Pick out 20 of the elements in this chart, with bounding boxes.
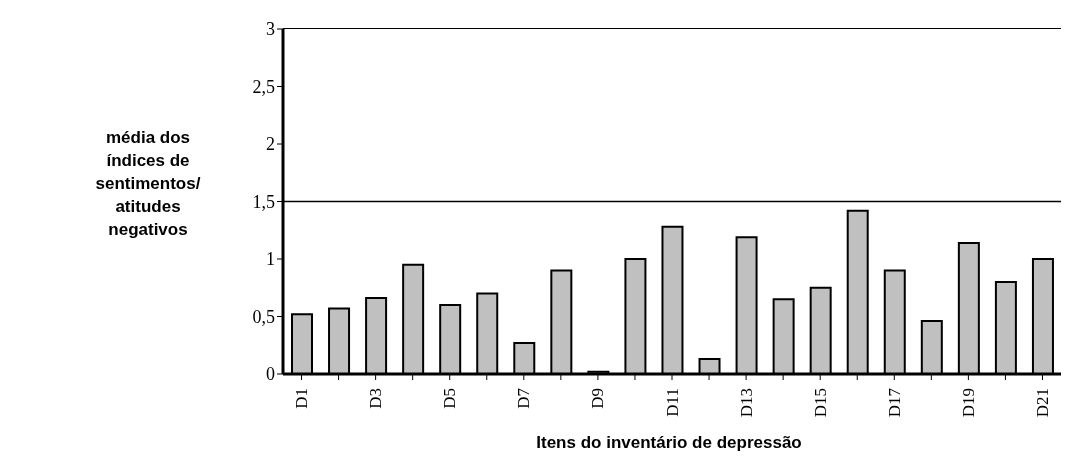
x-tick-label: D17 [884, 387, 904, 418]
x-tick-label: D13 [736, 388, 756, 418]
y-tick-label: 3 [266, 19, 275, 40]
y-axis-title: média dos índices de sentimentos/ atitudes negativos [94, 127, 202, 241]
y-tick-label: 2 [266, 134, 275, 155]
y-tick-label: 2,5 [252, 76, 275, 97]
x-tick-label: D7 [514, 387, 534, 409]
y-tick-label: 1 [266, 249, 275, 270]
y-tick-label: 0 [266, 364, 275, 385]
x-tick-label: D5 [440, 388, 460, 409]
x-tick-label: D11 [662, 388, 682, 417]
x-tick-label: D9 [588, 388, 608, 409]
x-tick-label: D15 [810, 388, 830, 418]
x-tick-label: D3 [366, 388, 386, 409]
x-tick-label: D19 [958, 388, 978, 418]
x-tick-label: D21 [1032, 388, 1052, 418]
x-axis-title: Itens do inventário de depressão [535, 433, 803, 453]
y-tick-label: 1,5 [252, 191, 275, 212]
y-tick-label: 0,5 [252, 306, 275, 327]
x-tick-label: D1 [292, 388, 312, 409]
